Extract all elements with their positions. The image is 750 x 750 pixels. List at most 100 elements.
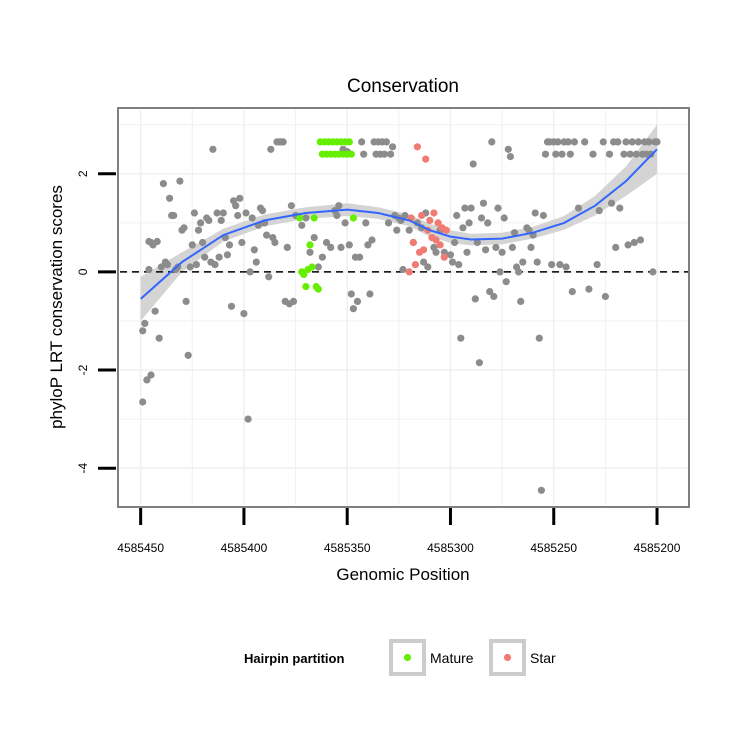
point-other-182 (552, 150, 560, 158)
point-mature-24 (345, 138, 353, 146)
x-tick-label-0: 4585450 (117, 541, 164, 555)
point-other-177 (541, 150, 550, 158)
point-other-1 (139, 327, 147, 335)
point-other-210 (628, 138, 636, 146)
point-other-208 (624, 241, 632, 249)
point-other-176 (539, 211, 548, 220)
point-other-11 (155, 334, 163, 342)
point-other-50 (236, 194, 244, 202)
point-other-41 (217, 216, 225, 224)
point-other-150 (484, 219, 492, 227)
point-other-31 (197, 219, 205, 227)
point-other-112 (384, 219, 393, 227)
point-other-48 (232, 202, 240, 210)
point-other-153 (490, 292, 498, 301)
point-other-157 (498, 248, 506, 256)
point-other-54 (244, 415, 252, 423)
point-other-101 (362, 219, 370, 227)
point-other-206 (620, 150, 628, 158)
point-other-190 (568, 288, 576, 296)
point-other-102 (364, 241, 372, 249)
point-other-42 (219, 209, 227, 217)
point-other-39 (213, 209, 221, 217)
point-other-204 (614, 138, 622, 146)
point-other-61 (258, 207, 267, 215)
point-other-15 (163, 261, 172, 269)
point-other-57 (250, 246, 258, 254)
point-other-73 (283, 243, 291, 251)
point-other-134 (451, 238, 459, 247)
point-other-192 (574, 204, 583, 212)
point-other-37 (209, 145, 217, 153)
point-other-94 (347, 290, 355, 298)
point-other-82 (314, 263, 322, 271)
y-tick-label-3: 2 (76, 170, 90, 177)
point-other-140 (463, 248, 471, 256)
point-star-0 (405, 268, 413, 276)
point-other-191 (570, 138, 579, 146)
point-other-93 (345, 241, 353, 249)
point-star-3 (411, 261, 419, 269)
point-other-125 (420, 258, 428, 266)
point-other-183 (554, 138, 562, 146)
point-other-152 (488, 138, 496, 146)
legend-marker-mature (403, 653, 412, 662)
point-other-98 (356, 253, 364, 261)
point-other-196 (593, 261, 601, 269)
point-other-114 (389, 143, 397, 151)
point-other-23 (180, 224, 188, 232)
point-other-141 (465, 219, 473, 227)
smooth-trend-line (140, 148, 658, 300)
point-other-142 (467, 204, 475, 212)
point-other-4 (145, 265, 153, 274)
point-other-63 (263, 231, 271, 239)
point-other-21 (176, 177, 184, 185)
point-other-32 (199, 238, 207, 247)
point-other-144 (471, 295, 479, 303)
point-other-195 (589, 150, 597, 158)
point-star-18 (442, 226, 450, 234)
point-star-10 (426, 216, 434, 224)
point-mature-26 (349, 214, 357, 222)
point-other-16 (166, 194, 174, 202)
point-other-194 (585, 285, 593, 293)
y-tick-label-1: -2 (76, 364, 90, 375)
point-other-46 (227, 302, 236, 310)
point-other-110 (380, 150, 388, 158)
point-other-40 (215, 253, 223, 261)
point-other-189 (566, 150, 574, 158)
smooth-line (140, 148, 658, 300)
point-other-18 (170, 211, 178, 220)
point-other-27 (188, 241, 196, 249)
point-other-49 (234, 211, 242, 220)
point-other-100 (360, 150, 368, 158)
point-other-10 (153, 237, 161, 246)
point-other-2 (141, 319, 149, 327)
point-other-64 (265, 273, 273, 281)
point-other-9 (151, 307, 159, 315)
point-mature-9 (314, 285, 322, 293)
point-other-136 (455, 261, 463, 269)
point-star-8 (422, 155, 430, 163)
point-other-135 (453, 211, 461, 220)
point-other-149 (482, 246, 490, 254)
point-other-45 (225, 241, 234, 249)
point-other-187 (562, 263, 570, 271)
point-other-29 (192, 261, 200, 269)
point-other-67 (271, 238, 279, 247)
point-other-119 (399, 265, 407, 274)
point-other-111 (382, 138, 390, 146)
point-other-38 (211, 261, 219, 269)
x-tick-label-4: 4585250 (530, 541, 577, 555)
point-star-7 (420, 246, 428, 254)
point-other-133 (448, 258, 457, 266)
point-other-84 (322, 238, 331, 247)
point-other-212 (632, 150, 641, 158)
point-other-155 (494, 204, 502, 212)
point-star-17 (440, 253, 448, 261)
point-other-211 (630, 238, 638, 247)
point-star-4 (413, 143, 421, 151)
x-tick-label-2: 4585350 (324, 541, 371, 555)
point-mature-7 (310, 214, 318, 222)
point-other-44 (223, 251, 231, 259)
